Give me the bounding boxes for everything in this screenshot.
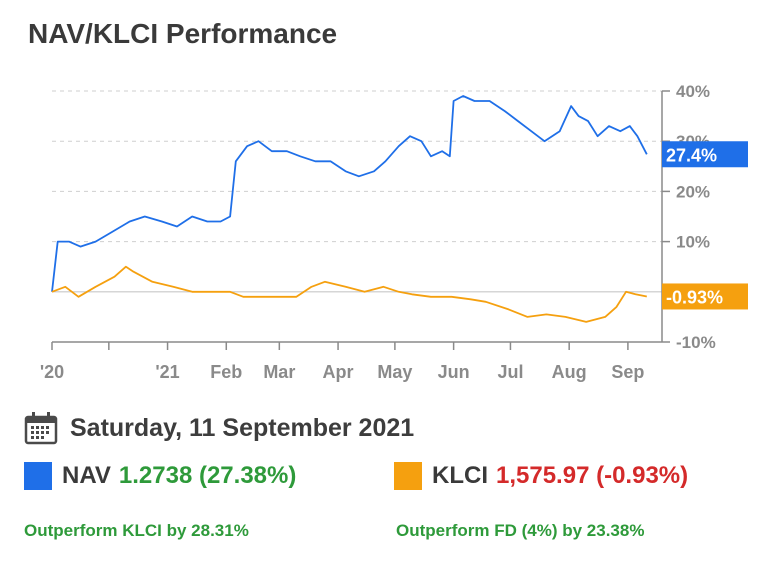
end-label-box xyxy=(662,283,748,310)
date-row: Saturday, 11 September 2021 xyxy=(24,408,414,448)
nav-value: 1.2738 (27.38%) xyxy=(118,462,297,489)
outperform-fd-text: Outperform FD (4%) by 23.38% xyxy=(396,521,645,540)
x-tick-label: Jul xyxy=(497,362,523,382)
x-tick-label: Jun xyxy=(438,362,470,382)
axis-layer: 40%30%20%10%0%-10%'20'21FebMarAprMayJunJ… xyxy=(40,82,748,382)
end-label-text: 27.4% xyxy=(666,145,717,165)
performance-chart: 40%30%20%10%0%-10%'20'21FebMarAprMayJunJ… xyxy=(40,82,748,382)
date-label: Saturday, 11 September 2021 xyxy=(70,413,415,442)
end-label-text: -0.93% xyxy=(666,287,723,307)
x-tick-label: Feb xyxy=(210,362,242,382)
x-tick-label: Sep xyxy=(611,362,644,382)
x-tick-label: May xyxy=(377,362,412,382)
series-line-nav xyxy=(51,95,648,292)
nav-swatch xyxy=(24,462,52,490)
x-tick-label: Aug xyxy=(552,362,587,382)
y-tick-label: 10% xyxy=(676,233,710,252)
x-tick-label: Mar xyxy=(263,362,295,382)
klci-value: 1,575.97 (-0.93%) xyxy=(496,462,689,489)
legend-nav: NAV 1.2738 (27.38%) xyxy=(24,462,296,490)
y-tick-label: 40% xyxy=(676,82,710,101)
end-label-box xyxy=(662,141,748,168)
calendar-icon xyxy=(24,412,58,445)
end-label-klci: -0.93% xyxy=(662,283,748,310)
x-tick-label: '20 xyxy=(40,362,64,382)
grid-layer xyxy=(52,90,662,293)
x-tick-label: '21 xyxy=(155,362,179,382)
end-label-nav: 27.4% xyxy=(662,141,748,168)
y-tick-label: 20% xyxy=(676,182,710,201)
series-layer xyxy=(51,95,648,323)
legend-klci: KLCI 1,575.97 (-0.93%) xyxy=(394,462,688,490)
x-tick-label: Apr xyxy=(323,362,354,382)
nav-label: NAV xyxy=(62,462,111,489)
series-line-klci xyxy=(51,265,647,323)
klci-swatch xyxy=(394,462,422,490)
y-tick-label: -10% xyxy=(676,333,716,352)
chart-title: NAV/KLCI Performance xyxy=(28,18,338,49)
klci-label: KLCI xyxy=(432,462,488,489)
outperform-klci-text: Outperform KLCI by 28.31% xyxy=(24,521,249,540)
